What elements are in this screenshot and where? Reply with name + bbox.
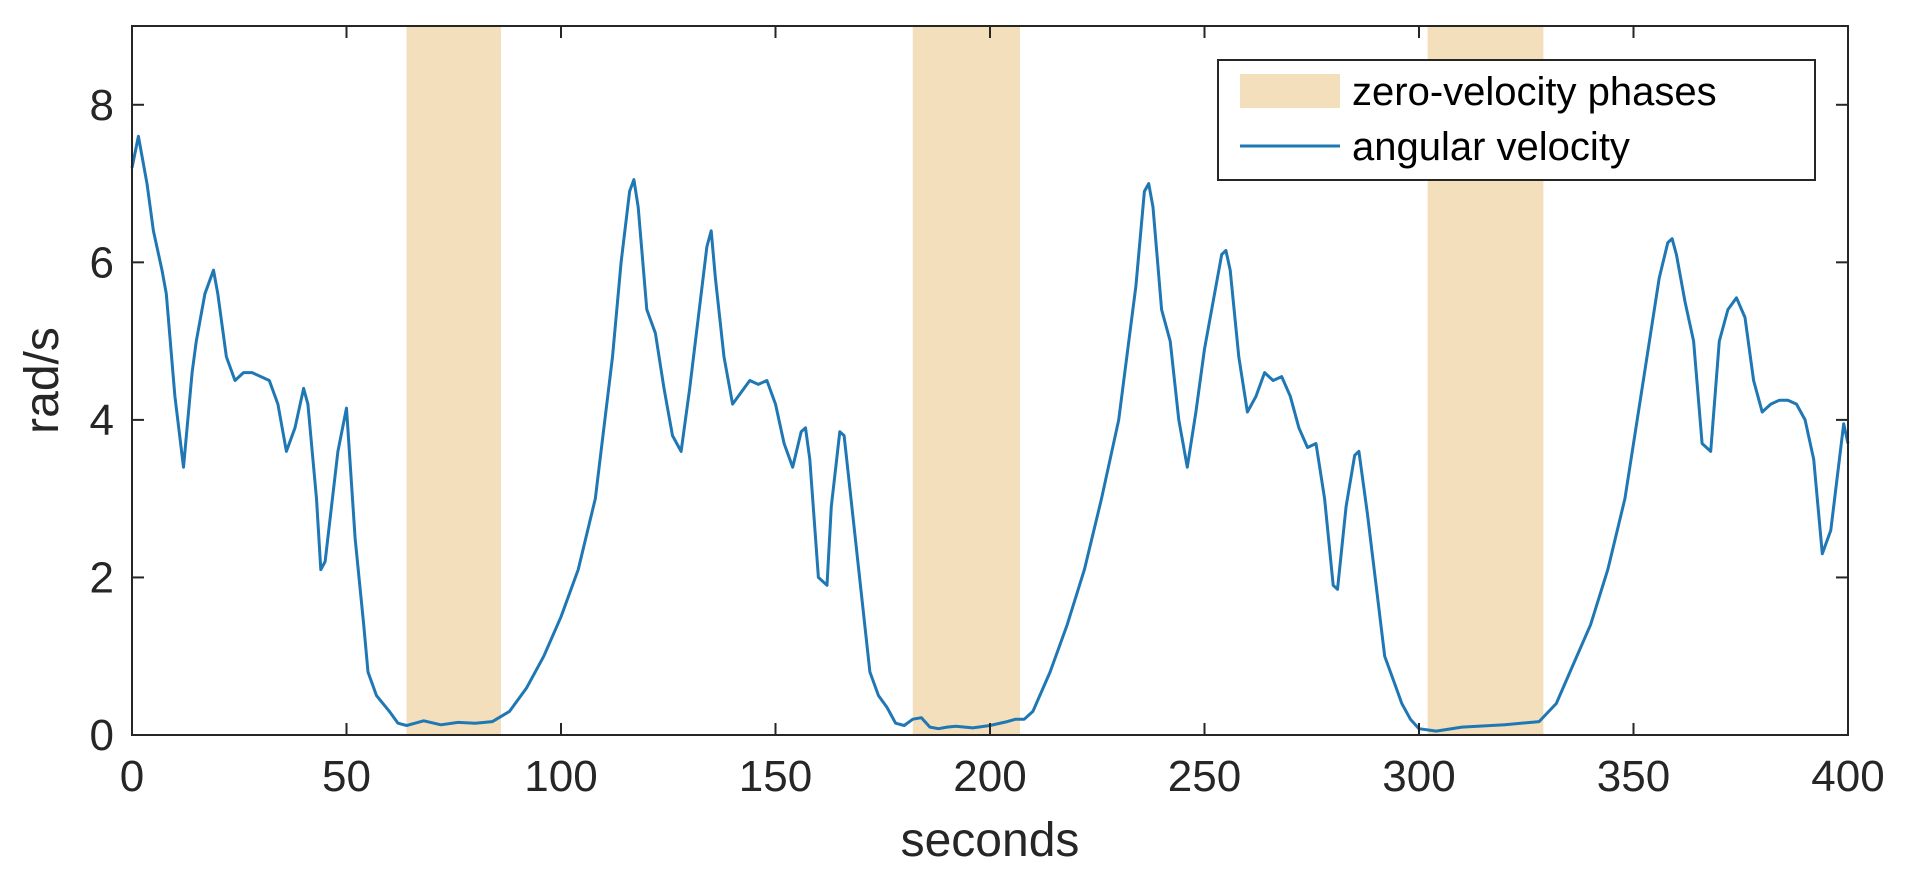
zero-velocity-region-1 xyxy=(406,26,501,735)
x-tick-label-0: 0 xyxy=(120,752,144,801)
tick-labels: 0 50 100 150 200 250 300 350 400 0 2 4 6 8 xyxy=(90,81,1885,801)
y-tick-label-0: 0 xyxy=(90,711,114,760)
legend-swatch-zero-velocity xyxy=(1240,74,1340,108)
x-tick-label-400: 400 xyxy=(1811,752,1884,801)
y-tick-label-8: 8 xyxy=(90,81,114,130)
y-tick-label-2: 2 xyxy=(90,553,114,602)
legend-label-angular-velocity: angular velocity xyxy=(1352,125,1630,169)
x-tick-label-150: 150 xyxy=(739,752,812,801)
x-tick-label-300: 300 xyxy=(1382,752,1455,801)
x-tick-label-250: 250 xyxy=(1168,752,1241,801)
legend: zero-velocity phases angular velocity xyxy=(1217,59,1816,181)
x-tick-label-200: 200 xyxy=(953,752,1026,801)
y-tick-label-6: 6 xyxy=(90,238,114,287)
y-tick-label-4: 4 xyxy=(90,396,114,445)
axis-ticks xyxy=(131,26,1849,736)
x-tick-label-350: 350 xyxy=(1597,752,1670,801)
x-axis-label: seconds xyxy=(901,814,1080,867)
series-layer xyxy=(130,134,1850,733)
legend-label-zero-velocity: zero-velocity phases xyxy=(1352,70,1717,114)
zero-velocity-region-2 xyxy=(912,26,1021,735)
y-axis-label: rad/s xyxy=(16,327,69,434)
x-tick-label-100: 100 xyxy=(524,752,597,801)
series-line-angular-velocity xyxy=(130,134,1850,733)
x-tick-label-50: 50 xyxy=(322,752,371,801)
